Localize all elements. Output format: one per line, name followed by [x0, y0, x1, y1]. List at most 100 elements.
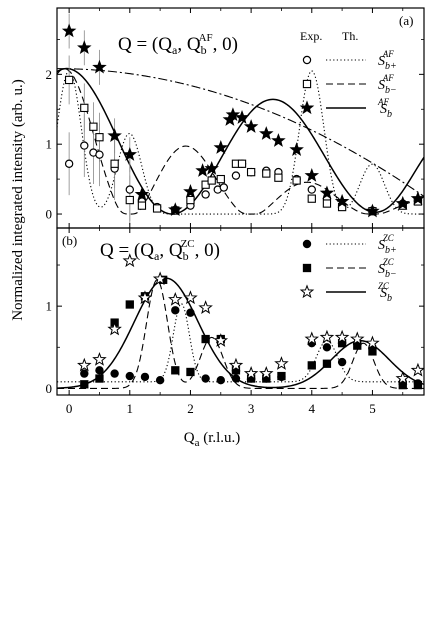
data-point: [64, 159, 74, 168]
theory-curve-solid: [57, 277, 424, 389]
data-point: [231, 374, 241, 383]
data-point: [140, 372, 150, 382]
x-tick-label: 0: [66, 401, 73, 416]
theory-curve-dashed: [57, 68, 424, 215]
data-point: [410, 191, 424, 205]
legend-marker: [302, 55, 312, 65]
x-axis-title: Qa (r.l.u.): [184, 430, 241, 449]
data-point: [246, 167, 256, 177]
data-point: [107, 128, 122, 142]
data-point: [80, 141, 89, 150]
data-point: [219, 183, 229, 192]
data-point: [319, 329, 335, 344]
shared-axes: 0 1 2 3 4 5 Qa (r.l.u.) Normalized integrated i…: [10, 79, 376, 449]
data-point: [122, 147, 138, 161]
legend-marker: [299, 284, 315, 299]
data-point: [395, 195, 411, 210]
data-point: [292, 176, 301, 185]
data-point: [80, 369, 89, 378]
legend-header-th: Th.: [342, 29, 358, 43]
legend-marker: [299, 100, 315, 115]
theory-curve-dashdot: [57, 68, 424, 197]
legend-label: SbAF: [377, 97, 392, 120]
data-point: [274, 173, 283, 182]
data-point: [213, 333, 229, 347]
panel-a: 0 1 2 Q = (Qa, QbAF, 0) (a) Exp. Th. Sb+AFSb−AF…: [46, 7, 425, 229]
data-point: [365, 335, 380, 350]
legend-marker: [302, 263, 312, 273]
data-point: [243, 365, 259, 380]
data-point: [168, 291, 183, 306]
data-point: [171, 366, 180, 375]
data-point: [213, 140, 229, 154]
series-square-open: [64, 75, 423, 216]
data-point: [77, 357, 92, 372]
data-point: [110, 369, 119, 378]
data-point: [319, 185, 335, 200]
data-point: [198, 300, 213, 314]
panel-title: Q = (Qa, QbZC, 0): [100, 238, 220, 263]
data-point: [259, 365, 274, 380]
plot-area: [57, 253, 424, 390]
data-point: [186, 195, 195, 205]
data-point: [304, 167, 320, 182]
theory-curve-dashed: [57, 279, 424, 389]
y-tick-label: 0: [46, 381, 53, 396]
data-point: [365, 203, 380, 218]
x-tick-label: 2: [187, 401, 194, 416]
legend-entry: Sb−ZC: [302, 257, 397, 280]
legend-label: SbZC: [378, 281, 392, 304]
data-point: [155, 375, 165, 385]
x-tick-label: 3: [248, 401, 255, 416]
series-star-open: [77, 253, 424, 385]
data-point: [77, 40, 92, 54]
legend-label: Sb+AF: [378, 49, 397, 72]
panel-title: Q = (Qa, QbAF, 0): [118, 32, 238, 57]
data-point: [262, 169, 271, 178]
data-point: [95, 374, 104, 383]
data-point: [410, 362, 424, 377]
data-point: [183, 184, 198, 198]
plot-frame: [56, 227, 425, 396]
data-point: [125, 195, 134, 205]
data-point: [168, 202, 183, 217]
data-point: [216, 174, 225, 184]
data-point: [186, 367, 195, 377]
data-point: [225, 107, 241, 122]
data-point: [137, 201, 147, 210]
x-tick-label: 4: [309, 401, 316, 416]
y-tick-label: 1: [46, 299, 53, 314]
data-point: [259, 126, 274, 140]
data-point: [134, 186, 150, 201]
data-point: [395, 370, 411, 385]
data-point: [152, 204, 162, 213]
data-point: [195, 163, 210, 177]
data-point: [125, 185, 134, 194]
data-point: [171, 306, 180, 315]
y-tick-label: 2: [46, 67, 53, 82]
data-point: [201, 374, 210, 383]
y-tick-label: 0: [46, 207, 53, 222]
legend-marker: [302, 239, 312, 249]
data-point: [334, 329, 350, 344]
plot-area: [57, 13, 424, 225]
series-star-filled: [61, 23, 424, 218]
data-point: [207, 176, 216, 185]
data-point: [92, 59, 107, 74]
data-point: [201, 180, 210, 189]
panel-tag: (a): [399, 13, 413, 28]
data-point: [201, 190, 210, 199]
data-point: [80, 103, 89, 113]
data-point: [271, 133, 286, 147]
data-point: [216, 375, 225, 385]
data-point: [322, 343, 332, 352]
data-point: [322, 199, 332, 208]
legend-marker: [302, 79, 312, 89]
data-point: [64, 75, 74, 85]
data-point: [152, 271, 168, 286]
data-point: [95, 133, 104, 142]
panel-tag: (b): [62, 233, 77, 248]
data-point: [289, 142, 304, 156]
